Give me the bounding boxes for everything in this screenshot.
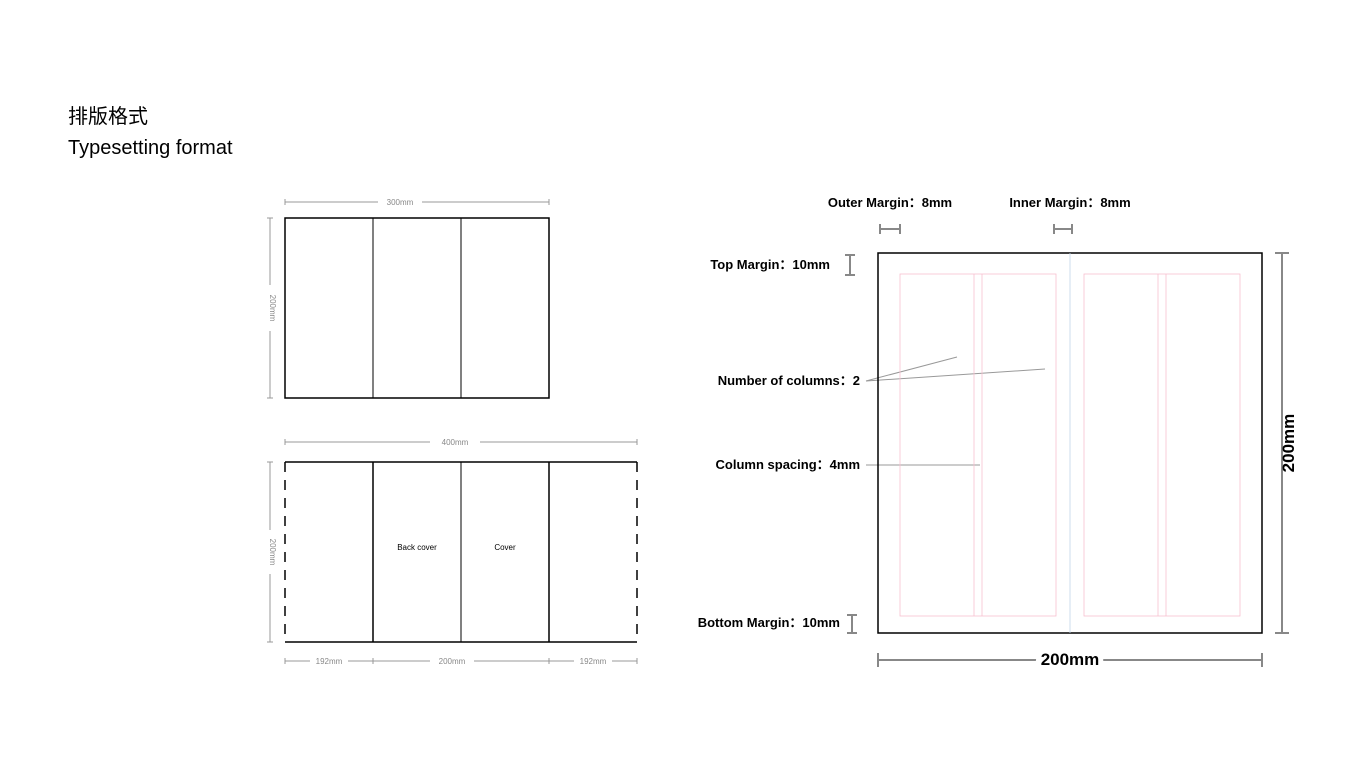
label-back-cover: Back cover xyxy=(397,543,437,552)
pointer-columns-2 xyxy=(866,369,1045,381)
arrow-bottom-margin xyxy=(847,615,857,633)
dim-width-400: 400mm xyxy=(285,438,637,447)
dim-width-top: 300mm xyxy=(285,198,549,207)
arrow-inner-margin xyxy=(1054,224,1072,234)
dim-seg-2: 192mm xyxy=(580,657,607,666)
label-page-width: 200mm xyxy=(1041,650,1100,669)
dim-width-label: 300mm xyxy=(387,198,414,207)
dim-height-200: 200mm xyxy=(267,462,277,642)
title-english: Typesetting format xyxy=(68,137,233,160)
diagram-trifold: 300mm 200mm xyxy=(250,190,570,415)
arrow-top-margin xyxy=(845,255,855,275)
label-col-spacing: Column spacing：4mm xyxy=(716,457,860,472)
dim-segments: 192mm 200mm 192mm xyxy=(285,657,637,666)
pointer-columns-1 xyxy=(866,357,957,381)
dim-seg-0: 192mm xyxy=(316,657,343,666)
title-chinese: 排版格式 xyxy=(68,100,233,129)
dim-height-left: 200mm xyxy=(267,218,277,398)
dim-height-label: 200mm xyxy=(268,295,277,322)
label-columns: Number of columns：2 xyxy=(718,373,860,388)
left-page-textarea xyxy=(900,274,1056,616)
title-block: 排版格式 Typesetting format xyxy=(68,100,233,160)
right-page-textarea xyxy=(1084,274,1240,616)
arrow-outer-margin xyxy=(880,224,900,234)
label-bottom-margin: Bottom Margin：10mm xyxy=(698,615,840,630)
trifold-outline xyxy=(285,218,549,398)
dim-400-label: 400mm xyxy=(442,438,469,447)
label-inner-margin: Inner Margin：8mm xyxy=(1009,195,1130,210)
diagram-cover-spread: 400mm 200mm Back cover Cover 192mm 200mm… xyxy=(250,430,660,680)
label-page-height: 200mm xyxy=(1279,414,1298,473)
dim-seg-1: 200mm xyxy=(439,657,466,666)
diagram-page-layout: Outer Margin：8mm Inner Margin：8mm Top Ma… xyxy=(680,185,1320,685)
label-outer-margin: Outer Margin：8mm xyxy=(828,195,952,210)
dim-200-label: 200mm xyxy=(268,539,277,566)
label-cover: Cover xyxy=(494,543,516,552)
label-top-margin: Top Margin：10mm xyxy=(710,257,830,272)
